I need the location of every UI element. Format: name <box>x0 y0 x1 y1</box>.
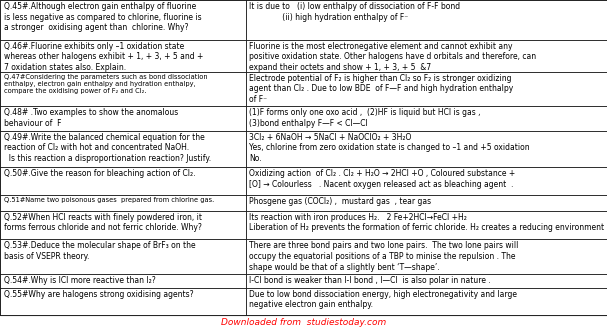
Text: (1)F forms only one oxo acid ,  (2)HF is liquid but HCl is gas ,
(3)bond enthalp: (1)F forms only one oxo acid , (2)HF is … <box>249 108 481 128</box>
Bar <box>0 211 246 240</box>
Bar <box>0 274 246 288</box>
Text: Its reaction with iron produces H₂.   2 Fe+2HCl→FeCl +H₂
Liberation of H₂ preven: Its reaction with iron produces H₂. 2 Fe… <box>249 213 607 233</box>
Text: Q.46#.Fluorine exhibits only –1 oxidation state
whereas other halogens exhibit +: Q.46#.Fluorine exhibits only –1 oxidatio… <box>4 42 203 72</box>
Text: Q.54#.Why is ICl more reactive than I₂?: Q.54#.Why is ICl more reactive than I₂? <box>4 276 155 285</box>
Bar <box>0 0 246 40</box>
Bar <box>0 240 246 274</box>
Text: Oxidizing action  of Cl₂ . Cl₂ + H₂O → 2HCl +O , Coloured substance +
[O] → Colo: Oxidizing action of Cl₂ . Cl₂ + H₂O → 2H… <box>249 169 516 189</box>
Text: Q.45#.Although electron gain enthalpy of fluorine
is less negative as compared t: Q.45#.Although electron gain enthalpy of… <box>4 2 202 33</box>
Bar <box>246 288 607 315</box>
Text: Due to low bond dissociation energy, high electronegativity and large
negative e: Due to low bond dissociation energy, hig… <box>249 290 518 309</box>
Text: 3Cl₂ + 6NaOH → 5NaCl + NaOClO₂ + 3H₂O
Yes, chlorine from zero oxidation state is: 3Cl₂ + 6NaOH → 5NaCl + NaOClO₂ + 3H₂O Ye… <box>249 133 530 163</box>
Bar <box>246 167 607 195</box>
Bar <box>246 40 607 72</box>
Text: There are three bond pairs and two lone pairs.  The two lone pairs will
occupy t: There are three bond pairs and two lone … <box>249 241 519 272</box>
Text: Q.55#Why are halogens strong oxidising agents?: Q.55#Why are halogens strong oxidising a… <box>4 290 193 299</box>
Text: Q.53#.Deduce the molecular shape of BrF₃ on the
basis of VSEPR theory.: Q.53#.Deduce the molecular shape of BrF₃… <box>4 241 195 261</box>
Bar <box>0 72 246 106</box>
Text: Electrode potential of F₂ is higher than Cl₂ so F₂ is stronger oxidizing
agent t: Electrode potential of F₂ is higher than… <box>249 74 514 104</box>
Text: Q.52#When HCl reacts with finely powdered iron, it
forms ferrous chloride and no: Q.52#When HCl reacts with finely powdere… <box>4 213 202 233</box>
Text: Q.49#.Write the balanced chemical equation for the
reaction of Cl₂ with hot and : Q.49#.Write the balanced chemical equati… <box>4 133 211 163</box>
Bar <box>246 106 607 131</box>
Text: Q.47#Considering the parameters such as bond dissociation
enthalpy, electron gai: Q.47#Considering the parameters such as … <box>4 74 207 94</box>
Bar <box>0 106 246 131</box>
Text: I-Cl bond is weaker than I-I bond , I—Cl  is also polar in nature .: I-Cl bond is weaker than I-I bond , I—Cl… <box>249 276 491 285</box>
Bar <box>246 240 607 274</box>
Bar <box>246 131 607 167</box>
Bar <box>0 195 246 211</box>
Text: Fluorine is the most electronegative element and cannot exhibit any
positive oxi: Fluorine is the most electronegative ele… <box>249 42 537 72</box>
Bar <box>0 131 246 167</box>
Bar <box>246 0 607 40</box>
Text: Downloaded from  studiestoday.com: Downloaded from studiestoday.com <box>221 317 386 327</box>
Text: Phosgene gas (COCl₂) ,  mustard gas  , tear gas: Phosgene gas (COCl₂) , mustard gas , tea… <box>249 197 432 206</box>
Text: It is due to   (i) low enthalpy of dissociation of F-F bond
              (ii) h: It is due to (i) low enthalpy of dissoci… <box>249 2 461 22</box>
Bar <box>0 288 246 315</box>
Text: Q.50#.Give the reason for bleaching action of Cl₂.: Q.50#.Give the reason for bleaching acti… <box>4 169 195 178</box>
Text: Q.48# .Two examples to show the anomalous
behaviour of  F: Q.48# .Two examples to show the anomalou… <box>4 108 178 128</box>
Text: Q.51#Name two poisonous gases  prepared from chlorine gas.: Q.51#Name two poisonous gases prepared f… <box>4 197 214 203</box>
Bar <box>0 40 246 72</box>
Bar <box>0 167 246 195</box>
Bar <box>246 274 607 288</box>
Bar <box>246 72 607 106</box>
Bar <box>246 195 607 211</box>
Bar <box>246 211 607 240</box>
